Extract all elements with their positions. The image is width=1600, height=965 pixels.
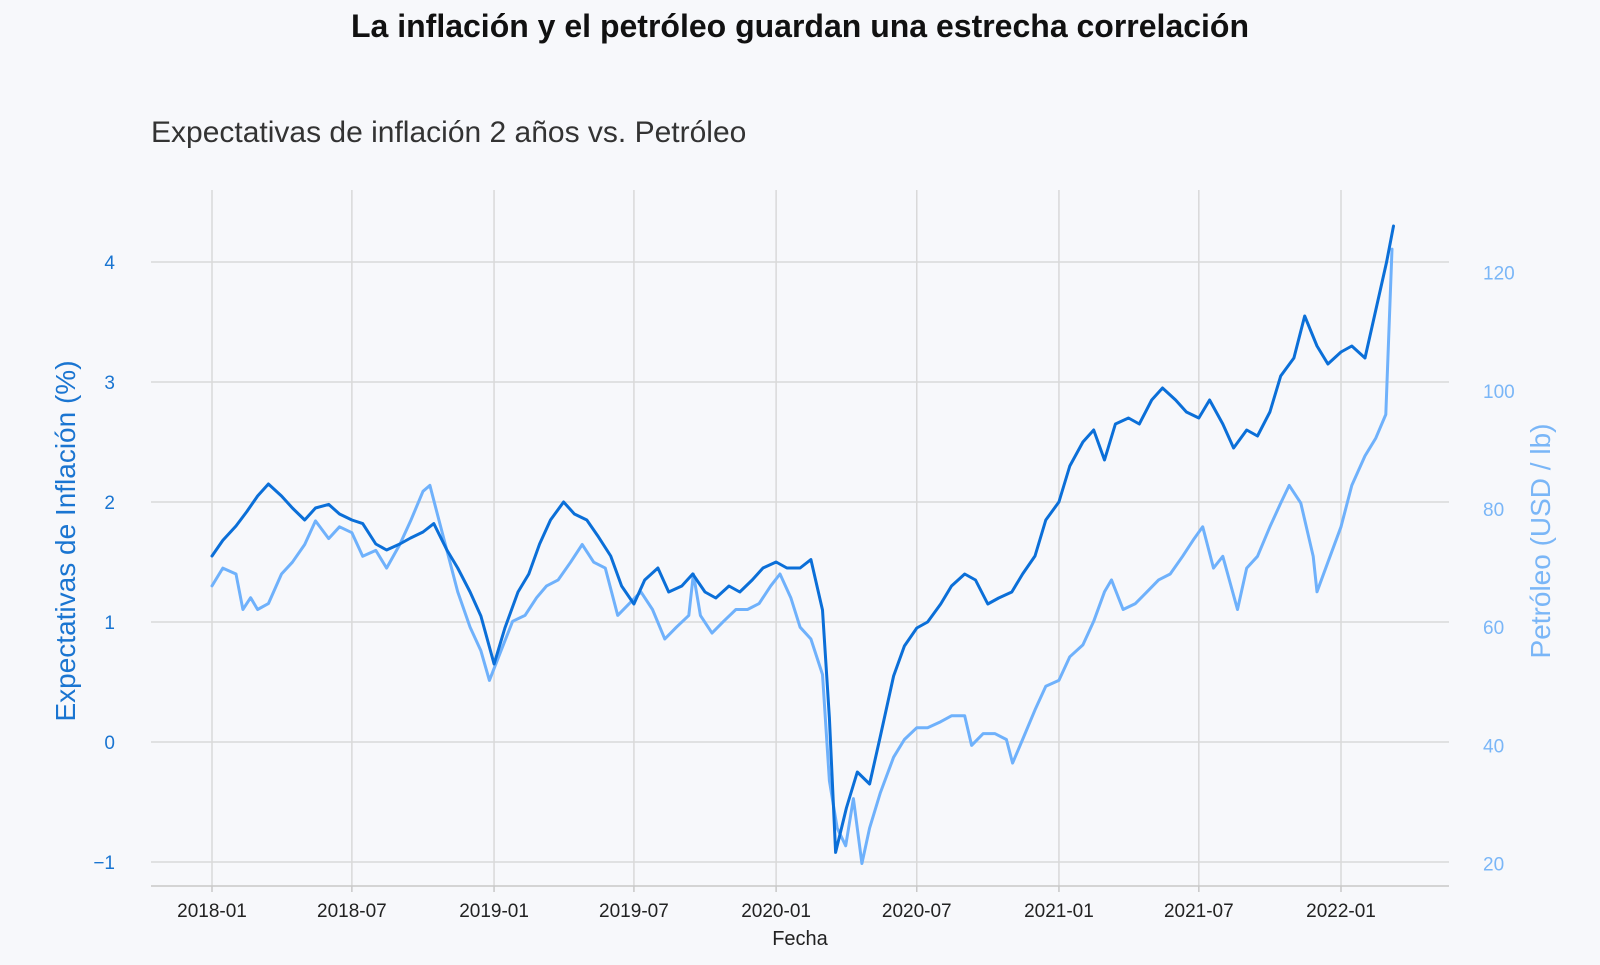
x-tick-label: 2019-01 xyxy=(459,901,529,922)
y-left-tick-labels: −1 0 1 2 3 4 xyxy=(93,253,115,874)
x-tick-label: 2022-01 xyxy=(1306,901,1376,922)
y-left-tick-label: −1 xyxy=(93,853,115,874)
y-left-tick-label: 3 xyxy=(104,373,115,394)
series-layer xyxy=(210,224,1395,865)
y-right-tick-label: 60 xyxy=(1483,618,1504,639)
y-left-axis-label: Expectativas de Inflación (%) xyxy=(50,360,81,721)
x-tick-label: 2018-01 xyxy=(177,901,247,922)
y-right-tick-label: 100 xyxy=(1483,382,1515,403)
oil-series-line xyxy=(210,247,1394,865)
x-tick-label: 2021-01 xyxy=(1024,901,1094,922)
y-right-axis-label: Petróleo (USD / lb) xyxy=(1525,424,1556,659)
y-right-tick-label: 80 xyxy=(1483,500,1504,521)
grid-vertical xyxy=(211,190,1342,892)
y-right-tick-label: 20 xyxy=(1483,855,1504,876)
y-right-tick-label: 40 xyxy=(1483,736,1504,757)
y-left-tick-label: 4 xyxy=(104,253,115,274)
x-tick-label: 2020-07 xyxy=(882,901,952,922)
y-left-tick-label: 2 xyxy=(104,493,115,514)
inflation-series-line xyxy=(210,224,1395,854)
y-right-tick-labels: 20 40 60 80 100 120 xyxy=(1483,264,1515,876)
x-tick-label: 2018-07 xyxy=(317,901,387,922)
x-tick-label: 2019-07 xyxy=(599,901,669,922)
x-tick-label: 2020-01 xyxy=(741,901,811,922)
chart-title: Expectativas de inflación 2 años vs. Pet… xyxy=(151,116,747,149)
y-left-tick-label: 1 xyxy=(104,613,115,634)
x-axis-label: Fecha xyxy=(772,928,828,950)
y-right-tick-label: 120 xyxy=(1483,264,1515,285)
figure-title: La inflación y el petróleo guardan una e… xyxy=(350,8,1250,44)
y-left-tick-label: 0 xyxy=(104,733,115,754)
x-tick-labels: 2018-01 2018-07 2019-01 2019-07 2020-01 2020-… xyxy=(177,901,1376,922)
x-tick-label: 2021-07 xyxy=(1164,901,1234,922)
